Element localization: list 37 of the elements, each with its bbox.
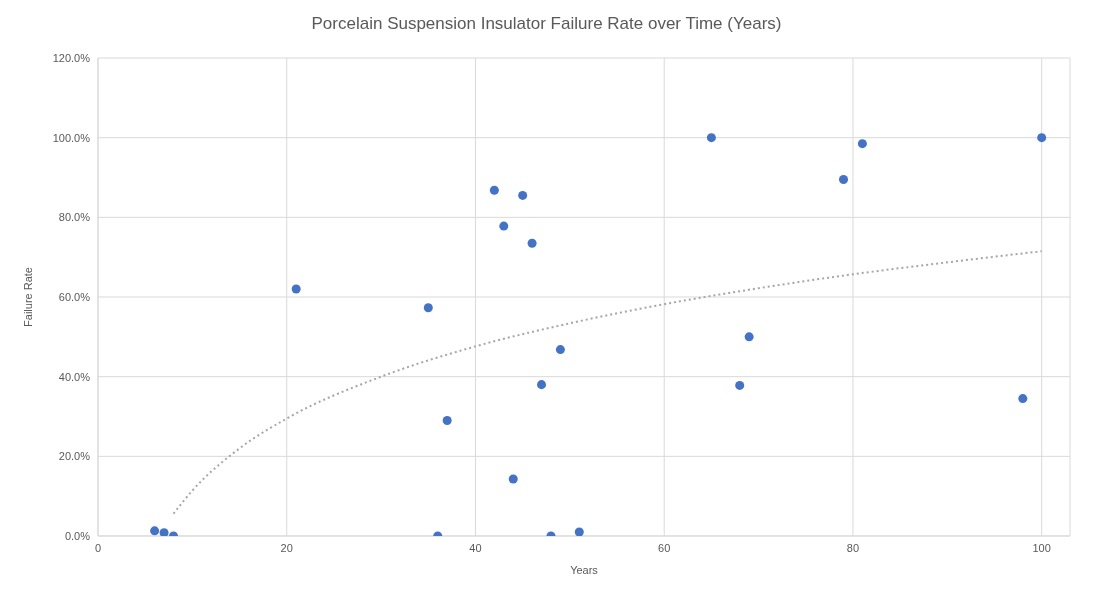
y-tick-label: 100.0% bbox=[52, 131, 91, 144]
y-axis-title: Failure Rate bbox=[21, 267, 34, 327]
point bbox=[735, 380, 745, 390]
y-tick-label: 80.0% bbox=[58, 211, 91, 224]
point bbox=[574, 527, 584, 536]
point bbox=[706, 133, 716, 143]
point bbox=[1018, 394, 1028, 404]
x-tick-label: 60 bbox=[658, 541, 671, 554]
y-tick-label: 40.0% bbox=[58, 370, 91, 383]
point bbox=[744, 332, 754, 342]
point bbox=[857, 139, 867, 149]
point bbox=[839, 174, 849, 184]
point bbox=[291, 284, 301, 294]
x-tick-label: 40 bbox=[469, 541, 482, 554]
point bbox=[508, 474, 518, 484]
point bbox=[159, 528, 169, 536]
point bbox=[1037, 133, 1047, 143]
x-tick-label: 100 bbox=[1032, 541, 1051, 554]
point bbox=[150, 526, 160, 536]
chart-title: Porcelain Suspension Insulator Failure Rate over Time (Years) bbox=[310, 13, 783, 35]
point bbox=[555, 345, 565, 355]
x-tick-label: 20 bbox=[280, 541, 293, 554]
x-axis-title: Years bbox=[570, 564, 599, 576]
point bbox=[499, 221, 509, 231]
point bbox=[489, 185, 499, 195]
y-tick-label: 0.0% bbox=[64, 529, 91, 542]
y-tick-label: 120.0% bbox=[52, 51, 91, 64]
line-series bbox=[172, 250, 1043, 515]
x-tick-label: 0 bbox=[94, 541, 102, 554]
point bbox=[423, 303, 433, 313]
point bbox=[518, 190, 528, 200]
y-tick-label: 20.0% bbox=[58, 450, 91, 463]
point bbox=[442, 415, 452, 425]
y-tick-label: 60.0% bbox=[58, 290, 91, 303]
point bbox=[527, 238, 537, 248]
x-tick-label: 80 bbox=[846, 541, 860, 554]
point bbox=[537, 380, 547, 390]
